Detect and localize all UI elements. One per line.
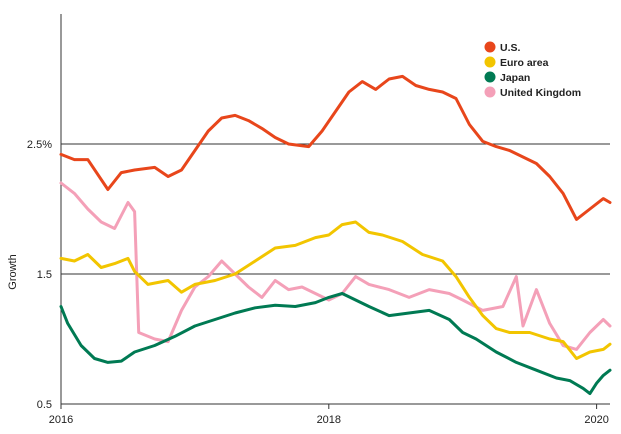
series-line-u-s <box>59 74 612 221</box>
legend-swatch-japan <box>484 71 496 83</box>
x-tick-label: 2016 <box>49 414 73 426</box>
legend-label-japan: Japan <box>500 72 530 84</box>
series-line-united-kingdom <box>59 181 612 351</box>
y-axis-label: Growth <box>7 254 19 289</box>
x-tick-label: 2020 <box>584 414 608 426</box>
y-axis-ticks: 0.5 1.5 2.5% <box>27 139 52 411</box>
x-tick-label: 2018 <box>317 414 341 426</box>
series-lines <box>59 74 612 396</box>
legend-swatch-united-kingdom <box>484 86 496 98</box>
legend: U.S. Euro area Japan United Kingdom <box>484 41 581 99</box>
gridlines <box>61 143 610 275</box>
legend-swatch-u-s <box>484 41 496 53</box>
y-tick-label: 1.5 <box>37 269 52 281</box>
legend-swatch-euro-area <box>484 56 496 68</box>
legend-label-united-kingdom: United Kingdom <box>500 87 581 99</box>
legend-label-u-s: U.S. <box>500 42 521 54</box>
series-line-euro-area <box>59 220 612 360</box>
axes <box>60 14 610 405</box>
series-line-japan <box>59 292 612 396</box>
x-axis-ticks: 2016 2018 2020 <box>49 404 609 426</box>
legend-label-euro-area: Euro area <box>500 57 549 69</box>
y-tick-label: 0.5 <box>37 399 52 411</box>
y-tick-label: 2.5% <box>27 139 52 151</box>
